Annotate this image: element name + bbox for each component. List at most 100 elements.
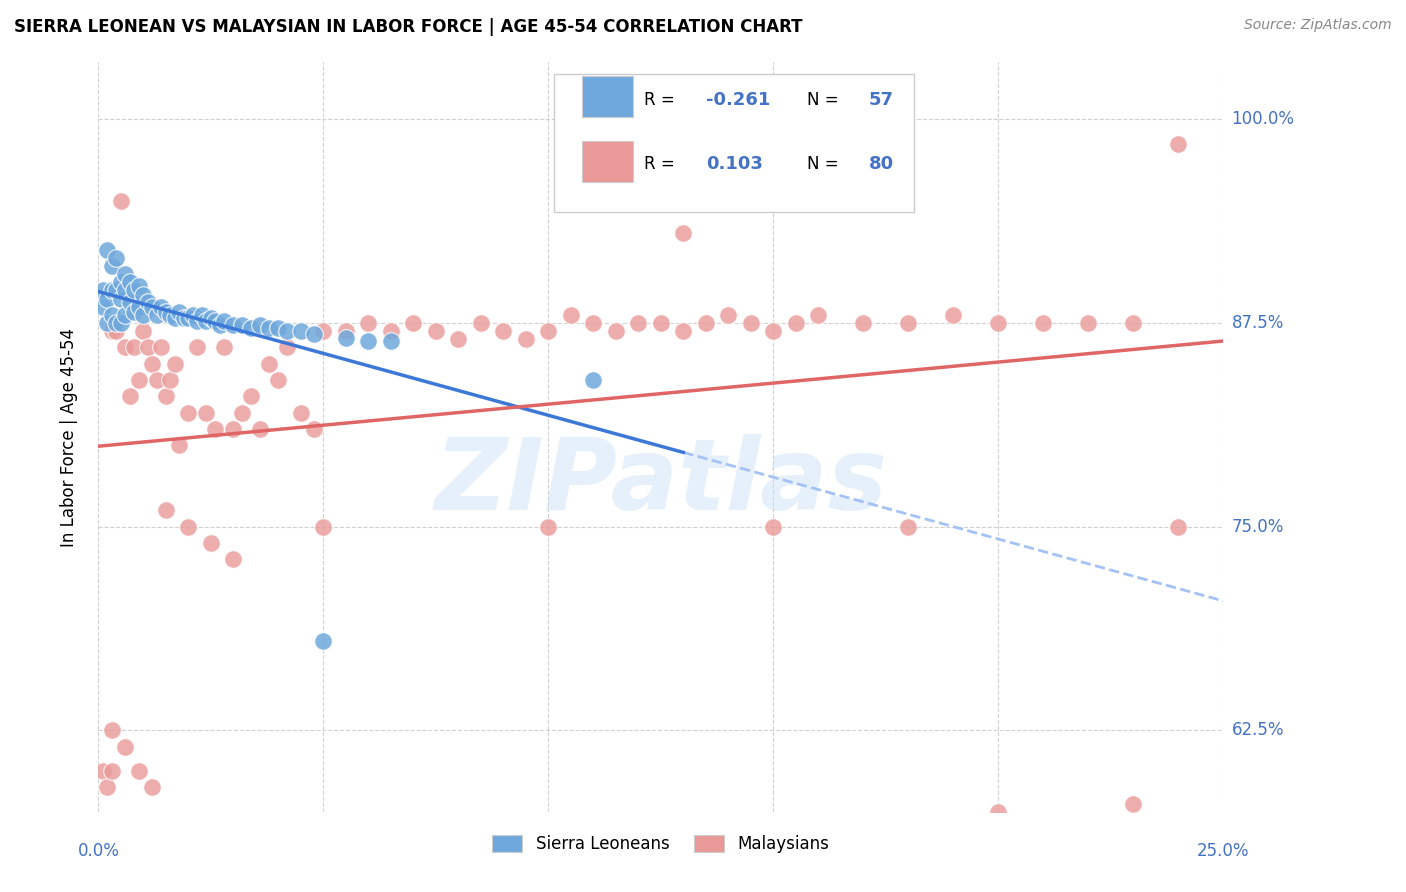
Point — [672, 324, 695, 338]
Point — [1122, 797, 1144, 811]
Point — [249, 318, 271, 332]
Point — [267, 321, 290, 335]
Point — [173, 311, 195, 326]
Point — [357, 334, 380, 348]
Point — [425, 324, 447, 338]
Text: 0.0%: 0.0% — [77, 842, 120, 860]
Point — [650, 316, 672, 330]
Point — [627, 316, 650, 330]
Point — [169, 438, 191, 452]
FancyBboxPatch shape — [582, 76, 633, 117]
Point — [222, 318, 245, 332]
Point — [1122, 316, 1144, 330]
Point — [186, 341, 208, 355]
Point — [101, 308, 124, 322]
Point — [101, 324, 124, 338]
Point — [380, 324, 402, 338]
Point — [132, 324, 155, 338]
Point — [155, 304, 177, 318]
Point — [96, 292, 118, 306]
Point — [163, 357, 186, 371]
Point — [114, 284, 136, 298]
Point — [740, 316, 762, 330]
Point — [114, 267, 136, 281]
Point — [132, 308, 155, 322]
Point — [222, 552, 245, 566]
Point — [101, 723, 124, 738]
Point — [177, 311, 200, 326]
Point — [181, 308, 204, 322]
Point — [276, 341, 298, 355]
Text: 0.103: 0.103 — [706, 154, 762, 172]
Point — [492, 324, 515, 338]
Point — [204, 422, 226, 436]
Point — [96, 243, 118, 257]
Point — [304, 422, 326, 436]
Point — [124, 341, 146, 355]
Point — [380, 334, 402, 348]
Point — [222, 422, 245, 436]
Text: -0.261: -0.261 — [706, 91, 770, 109]
Point — [105, 251, 128, 265]
Point — [1167, 136, 1189, 151]
Point — [897, 316, 920, 330]
Point — [110, 194, 132, 208]
Point — [402, 316, 425, 330]
Point — [105, 284, 128, 298]
FancyBboxPatch shape — [582, 141, 633, 182]
Point — [124, 284, 146, 298]
Text: N =: N = — [807, 91, 844, 109]
Legend: Sierra Leoneans, Malaysians: Sierra Leoneans, Malaysians — [485, 828, 837, 860]
Point — [214, 314, 236, 328]
Point — [447, 332, 470, 346]
Point — [110, 316, 132, 330]
Point — [136, 341, 159, 355]
Point — [91, 764, 114, 778]
Text: Source: ZipAtlas.com: Source: ZipAtlas.com — [1244, 18, 1392, 32]
Text: 100.0%: 100.0% — [1232, 111, 1295, 128]
Point — [537, 324, 560, 338]
Point — [231, 406, 253, 420]
Point — [897, 519, 920, 533]
Point — [101, 259, 124, 273]
Point — [150, 300, 173, 314]
Point — [987, 805, 1010, 819]
Point — [304, 327, 326, 342]
Point — [141, 780, 163, 795]
Point — [191, 308, 214, 322]
Point — [582, 316, 605, 330]
Text: R =: R = — [644, 91, 681, 109]
Point — [987, 316, 1010, 330]
Point — [128, 300, 150, 314]
Point — [177, 519, 200, 533]
Text: 87.5%: 87.5% — [1232, 314, 1284, 332]
Point — [195, 406, 218, 420]
Point — [357, 316, 380, 330]
Point — [1077, 316, 1099, 330]
Point — [259, 357, 281, 371]
Point — [150, 341, 173, 355]
Point — [695, 316, 717, 330]
Point — [101, 284, 124, 298]
Point — [582, 373, 605, 387]
Point — [762, 519, 785, 533]
Point — [231, 318, 253, 332]
Point — [807, 308, 830, 322]
Point — [91, 300, 114, 314]
Point — [141, 300, 163, 314]
Point — [942, 308, 965, 322]
Point — [1167, 519, 1189, 533]
Point — [195, 314, 218, 328]
FancyBboxPatch shape — [554, 74, 914, 212]
Point — [124, 304, 146, 318]
Point — [118, 294, 141, 309]
Point — [515, 332, 537, 346]
Point — [96, 780, 118, 795]
Point — [762, 324, 785, 338]
Point — [259, 321, 281, 335]
Text: 75.0%: 75.0% — [1232, 517, 1284, 536]
Point — [105, 316, 128, 330]
Point — [136, 294, 159, 309]
Point — [128, 764, 150, 778]
Point — [118, 276, 141, 290]
